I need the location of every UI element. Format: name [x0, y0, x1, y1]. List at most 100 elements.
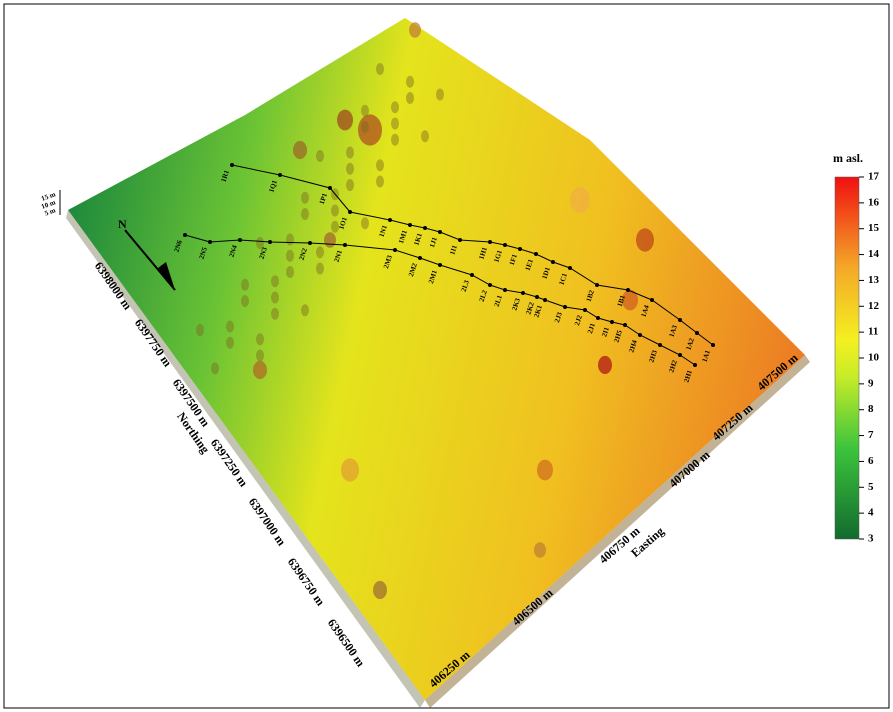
colorbar-label: 8 [868, 403, 874, 415]
ridge [271, 308, 279, 320]
relief-spot [598, 356, 612, 374]
profile-point [534, 252, 538, 256]
ridge [406, 76, 414, 88]
ridge [376, 159, 384, 171]
profile-point [438, 230, 442, 234]
colorbar-label: 10 [868, 352, 880, 364]
ridge [286, 234, 294, 246]
colorbar-label: 15 [868, 222, 880, 234]
relief-spot [324, 232, 336, 248]
relief-spot [409, 22, 421, 38]
colorbar-label: 17 [868, 171, 880, 183]
profile-point [408, 223, 412, 227]
profile-point [678, 318, 682, 322]
ridge [211, 362, 219, 374]
profile-point [438, 263, 442, 267]
profile-point [610, 320, 614, 324]
profile-point [595, 283, 599, 287]
colorbar-label: 9 [868, 377, 874, 389]
relief-spot [341, 458, 359, 481]
ridge [301, 192, 309, 204]
profile-point [348, 210, 352, 214]
profile-point [521, 291, 525, 295]
colorbar-label: 7 [868, 429, 874, 441]
ridge [226, 337, 234, 349]
relief-spot [534, 542, 546, 558]
profile-point [626, 288, 630, 292]
profile-point [695, 331, 699, 335]
relief-spot [253, 361, 267, 379]
ridge [226, 321, 234, 333]
ridge [271, 275, 279, 287]
ridge [331, 205, 339, 217]
profile-point [583, 308, 587, 312]
profile-point [308, 241, 312, 245]
profile-point [503, 288, 507, 292]
ridge [406, 92, 414, 104]
colorbar-label: 14 [868, 248, 880, 260]
ridge [436, 89, 444, 101]
profile-point [343, 243, 347, 247]
ridge [256, 350, 264, 362]
profile-point [658, 343, 662, 347]
ridge [241, 279, 249, 291]
ridge [301, 304, 309, 316]
ridge [286, 266, 294, 278]
profile-point [208, 240, 212, 244]
ridge [286, 250, 294, 262]
ridge [421, 130, 429, 142]
profile-point [596, 316, 600, 320]
profile-point [535, 295, 539, 299]
relief-spot [537, 460, 553, 481]
ridge [361, 105, 369, 117]
profile-point [183, 233, 187, 237]
ridge [346, 163, 354, 175]
profile-point [238, 238, 242, 242]
profile-point [230, 163, 234, 167]
profile-point [503, 243, 507, 247]
profile-point [568, 266, 572, 270]
ridge [316, 150, 324, 162]
relief-spot [337, 110, 353, 131]
profile-point [423, 226, 427, 230]
colorbar-label: 11 [868, 326, 878, 338]
ridge [391, 134, 399, 146]
profile-point [488, 283, 492, 287]
profile-point [278, 173, 282, 177]
colorbar-label: 3 [868, 533, 874, 545]
colorbar-label: 4 [868, 507, 874, 519]
colorbar-label: 16 [868, 196, 880, 208]
relief-spot [570, 187, 590, 213]
ridge [241, 295, 249, 307]
ridge [346, 179, 354, 191]
profile-point [678, 353, 682, 357]
ridge [376, 63, 384, 75]
profile-point [623, 323, 627, 327]
relief-spot [373, 581, 387, 599]
colorbar-label: 5 [868, 481, 874, 493]
relief-spot [293, 141, 307, 159]
z-scale: 15 m 10 m 5 m [40, 190, 60, 218]
colorbar-label: 6 [868, 455, 874, 467]
profile-point [711, 343, 715, 347]
north-label: N [118, 217, 127, 231]
colorbar-label: 13 [868, 274, 880, 286]
ridge [361, 121, 369, 133]
profile-point [551, 260, 555, 264]
ridge [271, 292, 279, 304]
relief-spot [636, 228, 654, 251]
ridge [391, 101, 399, 113]
profile-point [693, 363, 697, 367]
colorbar [835, 177, 859, 539]
colorbar-label: 12 [868, 300, 880, 312]
profile-point [470, 273, 474, 277]
profile-point [388, 218, 392, 222]
profile-point [458, 238, 462, 242]
terrain-figure: N 15 m 10 m 5 m Northing Easting m asl. … [0, 0, 893, 712]
ridge [256, 333, 264, 345]
profile-point [418, 256, 422, 260]
profile-point [518, 247, 522, 251]
ridge [361, 217, 369, 229]
terrain-surface [68, 18, 805, 700]
ridge [316, 263, 324, 275]
